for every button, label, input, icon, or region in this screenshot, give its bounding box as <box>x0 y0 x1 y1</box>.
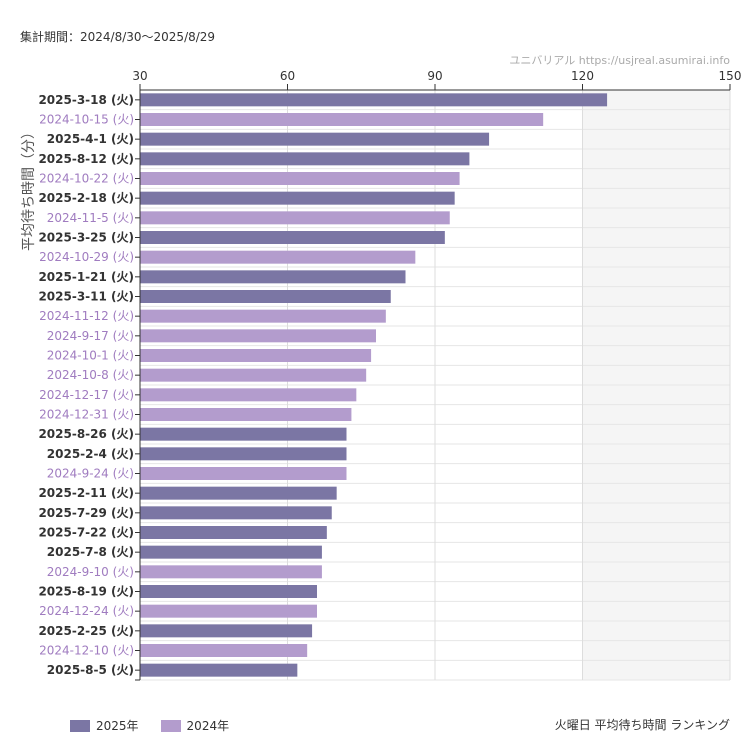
bar-30[interactable] <box>140 663 298 677</box>
category-label-9: 2024-10-29 (火) <box>39 250 134 264</box>
category-label-20: 2024-9-24 (火) <box>47 467 134 481</box>
legend-label-2024: 2024年 <box>186 719 230 733</box>
category-label-23: 2025-7-22 (火) <box>38 526 134 540</box>
category-label-18: 2025-8-26 (火) <box>38 427 134 441</box>
category-label-19: 2025-2-4 (火) <box>47 447 134 461</box>
bar-8[interactable] <box>140 231 445 244</box>
legend-label-2025: 2025年 <box>96 719 139 733</box>
y-axis-title: 平均待ち時間（分） <box>21 125 37 251</box>
x-tick-label: 60 <box>280 69 295 83</box>
category-label-15: 2024-10-8 (火) <box>47 368 134 382</box>
category-label-17: 2024-12-31 (火) <box>39 408 134 422</box>
category-label-8: 2025-3-25 (火) <box>38 231 134 245</box>
category-label-16: 2024-12-17 (火) <box>39 388 134 402</box>
category-label-30: 2025-8-5 (火) <box>47 663 134 677</box>
bar-2[interactable] <box>140 113 544 126</box>
aggregation-period: 集計期間：2024/8/30〜2025/8/29 <box>20 30 216 44</box>
bar-20[interactable] <box>140 467 347 480</box>
bar-24[interactable] <box>140 545 322 559</box>
x-tick-label: 150 <box>719 69 742 83</box>
category-label-24: 2025-7-8 (火) <box>47 545 134 559</box>
category-label-5: 2024-10-22 (火) <box>39 172 134 186</box>
legend-item-2024[interactable]: 2024年 <box>160 717 230 734</box>
category-label-10: 2025-1-21 (火) <box>38 270 134 284</box>
bar-16[interactable] <box>140 388 357 402</box>
category-label-25: 2024-9-10 (火) <box>47 565 134 579</box>
legend-item-2025[interactable]: 2025年 <box>70 717 139 734</box>
bar-10[interactable] <box>140 270 406 284</box>
category-label-21: 2025-2-11 (火) <box>38 486 134 500</box>
bar-6[interactable] <box>140 191 455 205</box>
bar-14[interactable] <box>140 349 372 362</box>
x-tick-label: 90 <box>427 69 442 83</box>
bar-23[interactable] <box>140 526 327 539</box>
category-label-3: 2025-4-1 (火) <box>47 132 134 146</box>
bar-27[interactable] <box>140 604 317 618</box>
bar-28[interactable] <box>140 624 313 638</box>
bar-25[interactable] <box>140 565 322 579</box>
category-label-2: 2024-10-15 (火) <box>39 113 134 127</box>
bar-4[interactable] <box>140 152 470 166</box>
bar-19[interactable] <box>140 447 347 461</box>
bar-11[interactable] <box>140 290 391 303</box>
category-label-1: 2025-3-18 (火) <box>38 93 134 107</box>
bar-18[interactable] <box>140 427 347 441</box>
category-label-27: 2024-12-24 (火) <box>39 604 134 618</box>
category-label-12: 2024-11-12 (火) <box>39 309 134 323</box>
bar-7[interactable] <box>140 211 450 225</box>
category-label-13: 2024-9-17 (火) <box>47 329 134 343</box>
bar-21[interactable] <box>140 486 337 500</box>
bar-5[interactable] <box>140 172 460 185</box>
bar-13[interactable] <box>140 329 376 343</box>
category-label-26: 2025-8-19 (火) <box>38 585 134 599</box>
bar-1[interactable] <box>140 93 608 107</box>
bar-26[interactable] <box>140 585 317 598</box>
category-label-6: 2025-2-18 (火) <box>38 191 134 205</box>
bar-29[interactable] <box>140 644 308 657</box>
bar-9[interactable] <box>140 250 416 264</box>
category-label-22: 2025-7-29 (火) <box>38 506 134 520</box>
source-credit: ユニバリアル https://usjreal.asumirai.info <box>509 54 730 67</box>
bar-17[interactable] <box>140 408 352 421</box>
category-label-7: 2024-11-5 (火) <box>47 211 134 225</box>
legend-swatch-2025 <box>70 719 90 732</box>
x-tick-label: 30 <box>132 69 147 83</box>
category-label-29: 2024-12-10 (火) <box>39 644 134 658</box>
bar-22[interactable] <box>140 506 332 520</box>
x-tick-label: 120 <box>571 69 594 83</box>
chart-footer-title: 火曜日 平均待ち時間 ランキング <box>554 718 730 732</box>
category-label-14: 2024-10-1 (火) <box>47 349 134 363</box>
category-label-11: 2025-3-11 (火) <box>38 290 134 304</box>
bar-3[interactable] <box>140 132 490 146</box>
category-label-28: 2025-2-25 (火) <box>38 624 134 638</box>
legend: 2025年 2024年 <box>70 717 229 734</box>
category-label-4: 2025-8-12 (火) <box>38 152 134 166</box>
bar-12[interactable] <box>140 309 386 323</box>
bar-15[interactable] <box>140 368 367 382</box>
legend-swatch-2024 <box>160 719 181 732</box>
